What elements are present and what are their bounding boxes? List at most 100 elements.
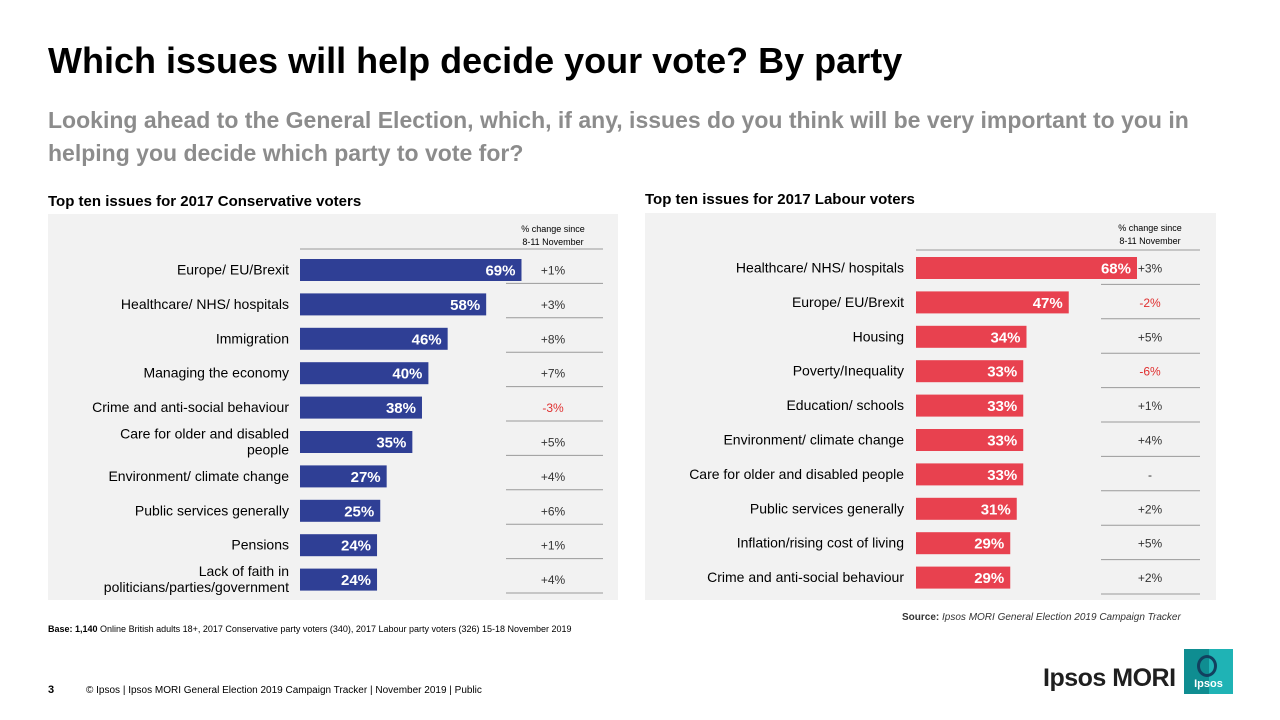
- conservative-value-label: 46%: [412, 331, 442, 348]
- page-number: 3: [48, 684, 55, 696]
- conservative-category-label: Environment/ climate change: [108, 468, 289, 484]
- labour-category-label: Poverty/Inequality: [793, 363, 904, 379]
- labour-category-label: Public services generally: [750, 500, 904, 516]
- conservative-category-label: Healthcare/ NHS/ hospitals: [121, 296, 289, 312]
- conservative-bar: [300, 293, 487, 316]
- conservative-category-label: Managing the economy: [143, 365, 289, 381]
- conservative-bar-chart: % change since 8-11 November 69% Europe/ EU…: [92, 224, 603, 595]
- labour-bar: [916, 566, 1011, 589]
- labour-change-value: +5%: [1138, 537, 1163, 551]
- base-label: Base:: [48, 624, 76, 634]
- conservative-bar: [300, 396, 422, 419]
- conservative-change-value: +4%: [541, 470, 566, 484]
- conservative-category-label: politicians/parties/government: [104, 579, 289, 595]
- logo-text: Ipsos: [1194, 678, 1223, 690]
- conservative-bar: [300, 362, 429, 385]
- conservative-bar: [300, 259, 522, 281]
- conservative-bar: [300, 499, 381, 522]
- conservative-category-label: Europe/ EU/Brexit: [177, 262, 289, 278]
- conservative-change-header: % change since: [521, 224, 585, 234]
- labour-value-label: 33%: [987, 467, 1017, 484]
- conservative-bar: [300, 327, 448, 350]
- conservative-change-value: +5%: [541, 436, 566, 450]
- conservative-change-value: +7%: [541, 367, 566, 381]
- labour-bar: [916, 291, 1069, 314]
- labour-category-label: Inflation/rising cost of living: [737, 535, 904, 551]
- labour-category-label: Crime and anti-social behaviour: [707, 569, 904, 585]
- conservative-value-label: 25%: [344, 503, 374, 520]
- labour-bar: [916, 429, 1024, 451]
- labour-value-label: 33%: [987, 433, 1017, 450]
- labour-category-label: Environment/ climate change: [723, 432, 904, 448]
- conservative-category-label: Lack of faith in: [199, 563, 289, 579]
- conservative-value-label: 24%: [341, 538, 371, 555]
- source-note: Source: Ipsos MORI General Election 2019…: [902, 612, 1181, 623]
- labour-value-label: 47%: [1033, 295, 1063, 312]
- labour-value-label: 33%: [987, 398, 1017, 415]
- base-note: Base: 1,140 Online British adults 18+, 2…: [48, 624, 572, 634]
- conservative-value-label: 69%: [485, 263, 515, 280]
- labour-value-label: 33%: [987, 364, 1017, 381]
- conservative-value-label: 35%: [376, 435, 406, 452]
- conservative-chart-panel: % change since 8-11 November 69% Europe/ EU…: [48, 214, 618, 600]
- labour-chart-panel: % change since 8-11 November 68% Healthcare…: [645, 213, 1216, 600]
- conservative-category-label: Crime and anti-social behaviour: [92, 399, 289, 415]
- conservative-change-value: +1%: [541, 264, 566, 278]
- conservative-category-label: people: [247, 442, 289, 458]
- conservative-value-label: 40%: [392, 366, 422, 383]
- labour-change-value: +5%: [1138, 330, 1163, 344]
- conservative-change-value: +6%: [541, 504, 566, 518]
- labour-category-label: Education/ schools: [786, 397, 904, 413]
- source-label: Source:: [902, 612, 940, 623]
- labour-change-value: -6%: [1139, 365, 1161, 379]
- labour-category-label: Healthcare/ NHS/ hospitals: [736, 260, 904, 276]
- labour-bar: [916, 497, 1017, 520]
- conservative-value-label: 24%: [341, 572, 371, 589]
- conservative-change-value: +8%: [541, 332, 566, 346]
- question-subtitle: Looking ahead to the General Election, w…: [48, 107, 1189, 166]
- conservative-bar: [300, 568, 378, 591]
- labour-bar: [916, 532, 1011, 555]
- labour-bar: [916, 257, 1137, 279]
- labour-change-value: +2%: [1138, 571, 1163, 585]
- conservative-change-value: +1%: [541, 539, 566, 553]
- labour-change-value: +4%: [1138, 434, 1163, 448]
- labour-bar: [916, 394, 1024, 417]
- footer-text: © Ipsos | Ipsos MORI General Election 20…: [86, 685, 482, 696]
- conservative-category-label: Immigration: [216, 330, 289, 346]
- conservative-change-value: +4%: [541, 573, 566, 587]
- labour-value-label: 68%: [1101, 261, 1131, 278]
- labour-bar: [916, 463, 1024, 486]
- labour-category-label: Europe/ EU/Brexit: [792, 294, 904, 310]
- labour-change-value: +1%: [1138, 399, 1163, 413]
- labour-bar: [916, 325, 1027, 348]
- labour-change-value: +2%: [1138, 502, 1163, 516]
- labour-category-label: Care for older and disabled people: [689, 466, 904, 482]
- labour-change-value: +3%: [1138, 262, 1163, 276]
- conservative-bar: [300, 431, 413, 453]
- conservative-change-header: 8-11 November: [522, 237, 583, 247]
- labour-change-value: -2%: [1139, 296, 1161, 310]
- base-count: 1,140: [75, 624, 98, 634]
- labour-value-label: 29%: [974, 536, 1004, 553]
- labour-value-label: 34%: [990, 329, 1020, 346]
- base-text: Online British adults 18+, 2017 Conserva…: [97, 624, 572, 634]
- brand-wordmark: Ipsos MORI: [1043, 664, 1176, 692]
- labour-change-value: -: [1148, 468, 1152, 482]
- labour-chart-title: Top ten issues for 2017 Labour voters: [645, 191, 915, 208]
- conservative-category-label: Care for older and disabled: [120, 426, 289, 442]
- labour-category-label: Housing: [853, 328, 904, 344]
- labour-value-label: 31%: [981, 501, 1011, 518]
- conservative-category-label: Pensions: [231, 537, 289, 553]
- labour-bar: [916, 360, 1024, 383]
- page-title: Which issues will help decide your vote?…: [48, 40, 903, 81]
- conservative-value-label: 27%: [351, 469, 381, 486]
- conservative-change-value: -3%: [542, 401, 564, 415]
- labour-value-label: 29%: [974, 570, 1004, 587]
- labour-change-header: % change since: [1118, 223, 1182, 233]
- conservative-change-value: +3%: [541, 298, 566, 312]
- conservative-value-label: 38%: [386, 400, 416, 417]
- conservative-bar: [300, 465, 387, 488]
- conservative-category-label: Public services generally: [135, 502, 289, 518]
- ipsos-logo-icon: Ipsos: [1184, 649, 1233, 694]
